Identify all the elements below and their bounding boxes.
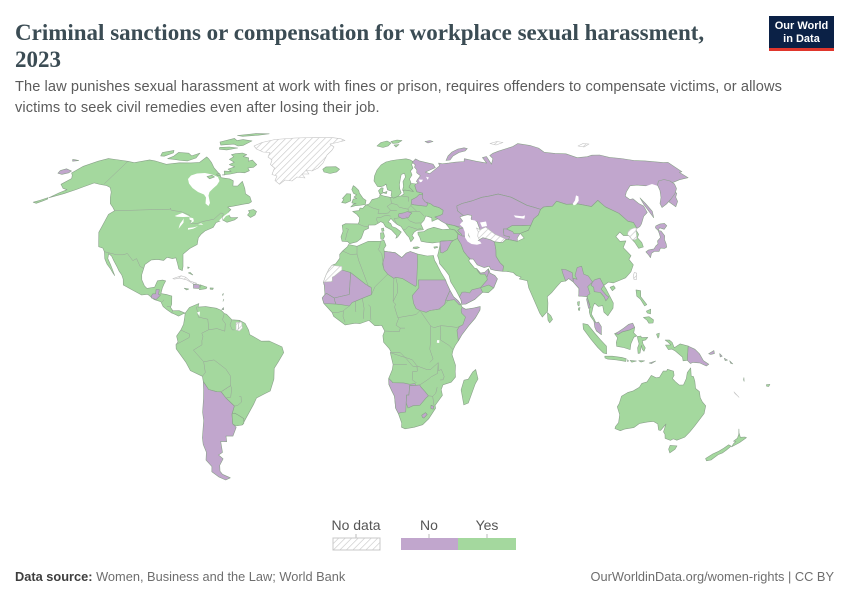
svg-text:No data: No data <box>331 517 380 533</box>
svg-text:No: No <box>420 517 438 533</box>
svg-text:Yes: Yes <box>476 517 499 533</box>
